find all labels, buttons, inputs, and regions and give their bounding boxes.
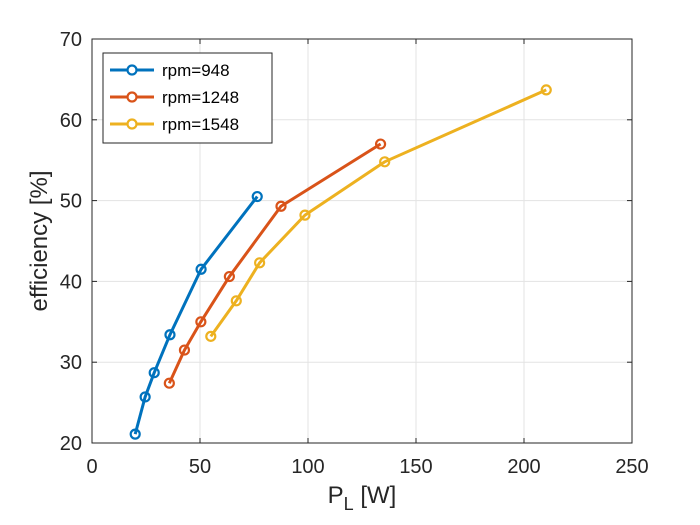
data-point bbox=[164, 329, 176, 341]
y-axis-label: efficiency [%] bbox=[26, 171, 53, 312]
x-axis-label-main: P bbox=[328, 482, 344, 509]
data-point bbox=[374, 138, 387, 150]
data-point bbox=[139, 391, 151, 403]
legend-label: rpm=1248 bbox=[162, 88, 239, 107]
data-point bbox=[205, 330, 217, 342]
series-layer bbox=[129, 84, 552, 440]
data-point bbox=[223, 270, 235, 283]
y-tick-label: 60 bbox=[60, 110, 82, 132]
tick-labels: 0 50 100 150 200 250 20 30 40 50 60 70 bbox=[60, 29, 649, 478]
x-tick-label: 150 bbox=[399, 456, 432, 478]
data-point bbox=[299, 209, 311, 221]
x-tick-label: 200 bbox=[507, 456, 540, 478]
data-point bbox=[148, 367, 160, 379]
legend-entry: rpm=948 bbox=[110, 61, 230, 80]
legend-label: rpm=1548 bbox=[162, 115, 239, 134]
series-1 bbox=[129, 190, 263, 440]
x-axis-label: PL [W] bbox=[328, 482, 397, 514]
y-tick-label: 50 bbox=[60, 191, 82, 213]
x-axis-label-unit: [W] bbox=[354, 482, 397, 509]
y-tick-label: 40 bbox=[60, 271, 82, 293]
y-tick-label: 70 bbox=[60, 29, 82, 51]
y-tick-label: 20 bbox=[60, 433, 82, 455]
x-axis-label-subscript: L bbox=[344, 494, 354, 514]
legend-marker bbox=[126, 118, 138, 130]
data-point bbox=[163, 377, 175, 389]
legend-entry: rpm=1248 bbox=[110, 88, 239, 107]
x-tick-label: 100 bbox=[291, 456, 324, 478]
axis-ticks bbox=[91, 38, 633, 444]
plot-frame bbox=[91, 38, 633, 444]
legend-label: rpm=948 bbox=[162, 61, 230, 80]
data-point bbox=[254, 257, 266, 269]
data-point bbox=[178, 344, 191, 356]
series-2 bbox=[163, 138, 387, 389]
legend-marker bbox=[126, 91, 138, 103]
data-point bbox=[129, 428, 141, 440]
legend-entry: rpm=1548 bbox=[110, 115, 239, 134]
series-line bbox=[133, 195, 259, 435]
series-3 bbox=[205, 84, 552, 342]
x-tick-label: 50 bbox=[189, 456, 211, 478]
data-point bbox=[195, 316, 207, 328]
data-point bbox=[195, 263, 207, 275]
legend-marker bbox=[126, 64, 138, 76]
x-tick-label: 0 bbox=[86, 456, 97, 478]
x-tick-label: 250 bbox=[615, 456, 648, 478]
data-point bbox=[230, 295, 242, 307]
data-point bbox=[251, 190, 263, 203]
data-point bbox=[275, 200, 287, 212]
series-line bbox=[209, 88, 547, 338]
series-line bbox=[167, 142, 382, 384]
data-point bbox=[540, 84, 552, 96]
y-tick-label: 30 bbox=[60, 352, 82, 374]
data-point bbox=[379, 156, 391, 168]
legend: rpm=948 rpm=1248 rpm=1548 bbox=[102, 52, 273, 144]
